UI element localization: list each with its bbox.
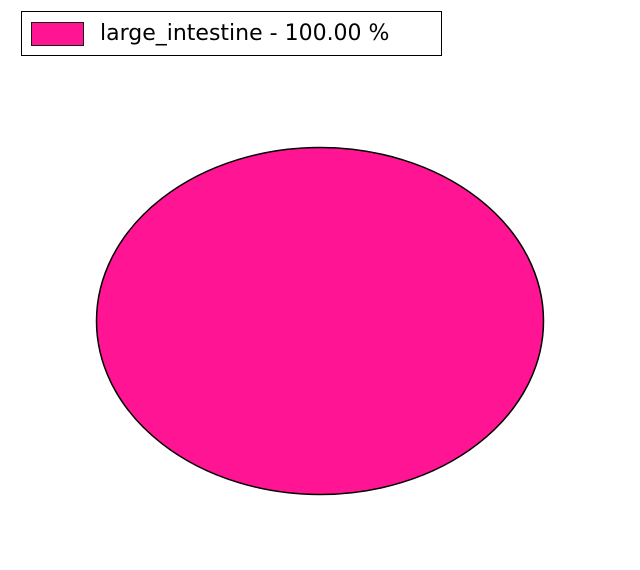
pie-slice-large-intestine[interactable] [95, 146, 545, 496]
legend-swatch-large-intestine [31, 21, 84, 46]
legend: large_intestine - 100.00 % [21, 11, 442, 56]
legend-entry-large-intestine[interactable]: large_intestine - 100.00 % [31, 20, 433, 46]
legend-label-large-intestine: large_intestine - 100.00 % [100, 20, 390, 46]
